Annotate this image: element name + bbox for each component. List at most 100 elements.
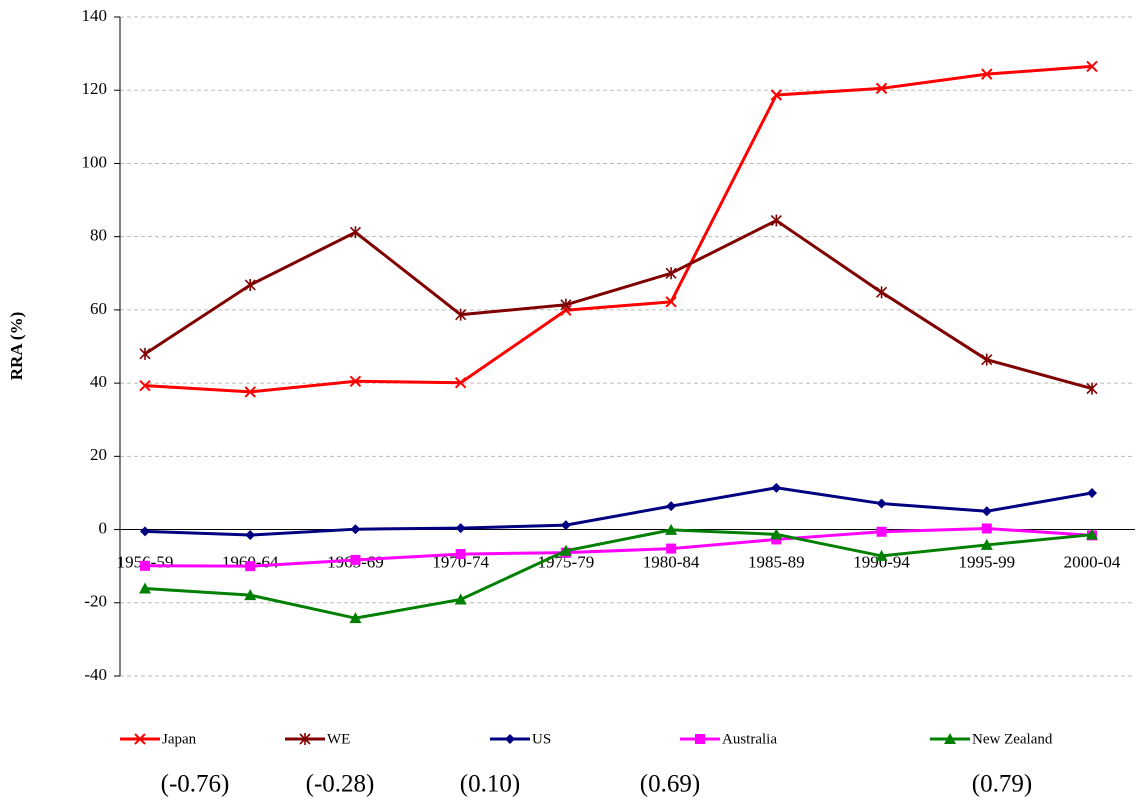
data-point: [139, 582, 151, 594]
marker-shape: [349, 612, 362, 624]
data-point: [560, 298, 572, 311]
data-point: [559, 544, 572, 556]
data-point: [140, 560, 150, 571]
y-tick-label: 120: [82, 79, 108, 98]
marker-shape: [876, 498, 887, 509]
y-tick-label: -20: [84, 592, 107, 611]
y-tick-label: 40: [90, 372, 107, 391]
marker-shape: [245, 530, 256, 541]
legend-marker: [505, 734, 515, 744]
marker-shape: [665, 296, 677, 308]
marker-shape: [1086, 528, 1098, 540]
data-point: [455, 549, 466, 560]
data-point: [560, 520, 571, 531]
data-point: [350, 524, 361, 535]
marker-shape: [299, 733, 311, 745]
marker-shape: [981, 523, 992, 534]
data-point: [455, 523, 466, 534]
data-point: [244, 589, 257, 601]
data-point: [244, 278, 256, 291]
marker-shape: [244, 278, 256, 291]
marker-shape: [454, 593, 467, 605]
data-point: [666, 543, 677, 554]
marker-shape: [139, 347, 151, 360]
data-point: [981, 353, 993, 366]
legend-marker: [695, 734, 705, 744]
data-point: [666, 501, 677, 512]
data-point: [875, 286, 888, 299]
marker-shape: [560, 298, 572, 311]
legend-label: US: [532, 731, 551, 747]
y-tick-label: -40: [84, 665, 107, 684]
marker-shape: [455, 523, 466, 534]
y-tick-label: 0: [99, 518, 108, 537]
legend-label: New Zealand: [972, 731, 1053, 747]
marker-shape: [140, 526, 150, 537]
marker-shape: [695, 734, 705, 744]
marker-shape: [770, 89, 783, 101]
data-point: [1086, 382, 1098, 395]
marker-shape: [139, 582, 151, 594]
data-point: [876, 498, 887, 509]
x-tick-label: 2000-04: [1064, 552, 1121, 571]
annotation: (-0.28): [306, 771, 375, 798]
y-tick-label: 140: [82, 6, 108, 25]
marker-shape: [875, 286, 888, 299]
x-tick-label: 1990-94: [853, 552, 910, 571]
series-line: [144, 526, 1093, 568]
marker-shape: [244, 386, 256, 398]
marker-shape: [349, 375, 362, 387]
marker-shape: [134, 733, 146, 745]
data-point: [244, 386, 256, 398]
y-tick-label: 60: [90, 299, 107, 318]
data-point: [771, 482, 782, 493]
series-line: [144, 528, 1093, 620]
marker-shape: [245, 561, 256, 572]
data-point: [770, 89, 783, 101]
data-point: [875, 82, 888, 95]
data-point: [981, 68, 993, 80]
data-point: [665, 267, 677, 280]
series-line: [144, 64, 1093, 394]
data-point: [140, 526, 150, 537]
marker-shape: [665, 523, 678, 535]
data-point: [875, 549, 888, 561]
marker-shape: [139, 379, 151, 392]
legend-marker: [299, 733, 311, 745]
marker-shape: [981, 68, 993, 80]
marker-shape: [140, 560, 150, 571]
marker-shape: [350, 554, 361, 565]
marker-shape: [875, 82, 888, 95]
data-point: [139, 379, 151, 392]
data-point: [665, 523, 678, 535]
data-point: [981, 506, 992, 517]
data-point: [1087, 487, 1097, 498]
data-point: [350, 554, 361, 565]
marker-shape: [455, 308, 467, 321]
data-point: [770, 214, 782, 227]
data-point: [455, 308, 467, 321]
marker-shape: [244, 589, 257, 601]
marker-shape: [876, 526, 887, 537]
annotation: (0.10): [460, 771, 520, 798]
legend-label: WE: [327, 731, 350, 747]
data-point: [454, 593, 467, 605]
legend-label: Japan: [162, 731, 197, 747]
data-point: [245, 530, 256, 541]
marker-shape: [560, 520, 571, 531]
annotation: (0.79): [972, 771, 1032, 798]
x-tick-label: 1980-84: [643, 552, 700, 571]
series-line: [144, 218, 1093, 391]
marker-shape: [944, 733, 956, 744]
data-point: [770, 528, 783, 540]
data-point: [349, 612, 362, 624]
data-point: [771, 534, 782, 545]
x-tick-label: 1995-99: [958, 552, 1015, 571]
marker-shape: [981, 353, 993, 366]
legend-marker: [944, 733, 956, 744]
marker-shape: [349, 226, 362, 239]
data-point: [665, 296, 677, 308]
marker-shape: [771, 534, 782, 545]
data-point: [139, 347, 151, 360]
